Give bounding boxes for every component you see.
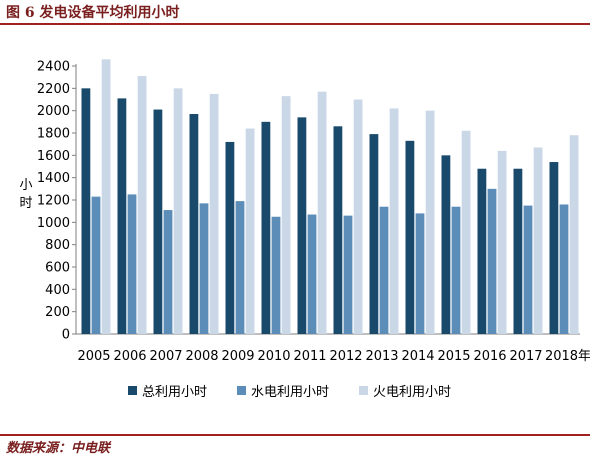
- x-tick-label: 2009: [221, 349, 254, 364]
- bar-thermal: [101, 59, 111, 335]
- bar-chart: 0 200 400 600 800 1000 1200 1400 1600 1800 2000 220…: [19, 59, 590, 364]
- y-tick-label: 800: [45, 238, 70, 253]
- x-tick-label: 2015: [437, 349, 470, 364]
- bar-thermal: [497, 150, 507, 334]
- x-tick-label: 2012: [329, 349, 362, 364]
- legend-label-total: 总利用小时: [142, 385, 208, 400]
- bar-thermal: [425, 110, 435, 335]
- y-tick-label: 1800: [37, 127, 70, 142]
- bar-thermal: [461, 130, 471, 334]
- bar-thermal: [209, 93, 219, 335]
- y-tick-label: 200: [45, 305, 70, 320]
- bar-hydro: [487, 188, 497, 334]
- bar-hydro: [199, 203, 209, 334]
- legend-label-thermal: 火电利用小时: [373, 385, 452, 400]
- bar-hydro: [415, 213, 425, 334]
- x-tick-label: 2014: [401, 349, 434, 364]
- bar-total: [405, 140, 415, 334]
- y-tick-label: 1400: [37, 171, 70, 186]
- bar-total: [369, 134, 379, 334]
- legend-item-hydro: 水电利用小时: [237, 381, 329, 400]
- x-tick-label: 2011: [293, 349, 326, 364]
- legend-label-hydro: 水电利用小时: [251, 385, 330, 400]
- legend-swatch-hydro: [237, 386, 247, 395]
- bar-hydro: [235, 201, 245, 334]
- bar-total: [81, 88, 91, 334]
- y-tick-label: 2000: [37, 104, 70, 119]
- bar-thermal: [281, 96, 291, 335]
- x-tick-label: 2005: [77, 349, 110, 364]
- bar-thermal: [137, 76, 147, 335]
- bar-thermal: [173, 88, 183, 334]
- x-tick-label: 2010: [257, 349, 290, 364]
- x-tick-label: 2006: [113, 349, 146, 364]
- y-axis-title-char: 小: [19, 178, 32, 193]
- y-axis-title-char: 时: [19, 196, 32, 211]
- bar-hydro: [127, 194, 137, 334]
- legend-item-thermal: 火电利用小时: [359, 381, 451, 400]
- bar-thermal: [389, 108, 399, 334]
- x-tick-label: 2007: [149, 349, 182, 364]
- bar-total: [549, 162, 559, 334]
- chart-legend: 总利用小时 水电利用小时 火电利用小时: [128, 381, 451, 400]
- bar-hydro: [271, 216, 281, 334]
- bar-hydro: [451, 206, 461, 334]
- y-tick-label: 2200: [37, 82, 70, 97]
- bar-hydro: [523, 205, 533, 334]
- bar-total: [477, 168, 487, 334]
- bar-hydro: [343, 215, 353, 334]
- y-tick-label: 400: [45, 283, 70, 298]
- legend-swatch-total: [128, 386, 137, 395]
- x-tick-label: 2018年: [545, 349, 590, 364]
- bar-thermal: [353, 99, 363, 334]
- y-tick-label: 1600: [37, 149, 70, 164]
- y-tick-label: 1000: [37, 216, 70, 231]
- bar-total: [153, 109, 163, 334]
- y-tick-label: 0: [62, 328, 70, 343]
- bar-hydro: [559, 204, 569, 334]
- bar-hydro: [379, 206, 389, 334]
- figure-title: 图 6 发电设备平均利用小时: [6, 5, 180, 21]
- x-tick-label: 2013: [365, 349, 398, 364]
- y-tick-label: 600: [45, 261, 70, 276]
- bar-thermal: [569, 135, 579, 334]
- bar-total: [441, 155, 451, 334]
- legend-item-total: 总利用小时: [128, 381, 207, 400]
- bar-total: [261, 121, 271, 334]
- bar-total: [513, 168, 523, 334]
- bar-total: [189, 114, 199, 335]
- bar-total: [225, 141, 235, 334]
- x-tick-label: 2008: [185, 349, 218, 364]
- legend-swatch-thermal: [359, 386, 369, 395]
- y-tick-label: 2400: [37, 60, 70, 75]
- bar-hydro: [91, 196, 101, 334]
- bar-thermal: [533, 147, 543, 334]
- bar-hydro: [307, 214, 317, 334]
- y-tick-label: 1200: [37, 194, 70, 209]
- bottom-rule: [0, 434, 590, 436]
- x-tick-label: 2016: [473, 349, 506, 364]
- bar-hydro: [163, 210, 173, 334]
- top-rule: [0, 23, 590, 25]
- bar-thermal: [317, 91, 327, 334]
- source-note: 数据来源：中电联: [6, 441, 111, 456]
- bar-total: [333, 126, 343, 334]
- bar-thermal: [245, 128, 255, 334]
- bar-total: [297, 117, 307, 334]
- bar-total: [117, 98, 127, 334]
- x-tick-label: 2017: [509, 349, 542, 364]
